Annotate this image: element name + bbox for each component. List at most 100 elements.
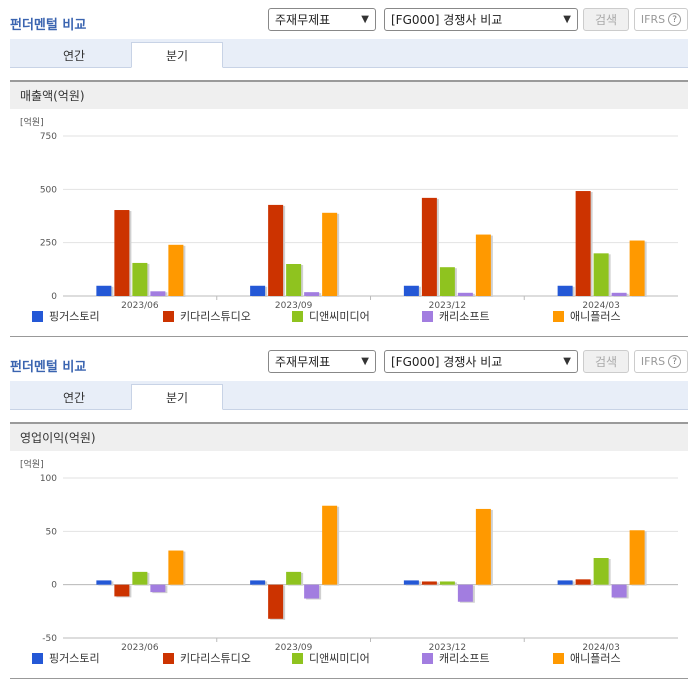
legend-label: 애니플러스: [570, 310, 621, 323]
bar: [114, 210, 130, 296]
legend-label: 캐리소프트: [439, 652, 490, 665]
section-title: 영업이익(억원): [10, 422, 688, 451]
legend-swatch: [553, 311, 564, 322]
chevron-down-icon: ▼: [361, 356, 369, 367]
bar: [286, 264, 302, 296]
x-tick-label: 2023/06: [121, 643, 159, 653]
bar: [96, 580, 112, 585]
bar: [575, 191, 591, 296]
section-title: 매출액(억원): [10, 80, 688, 109]
ifrs-button[interactable]: IFRS?: [634, 350, 688, 373]
legend-swatch: [553, 653, 564, 664]
ifrs-button[interactable]: IFRS?: [634, 8, 688, 31]
panel-title: 펀더멘털 비교: [10, 360, 87, 375]
tab-quarter[interactable]: 분기: [131, 42, 223, 68]
bar: [629, 530, 645, 585]
statement-select-value: 주재무제표: [275, 13, 331, 27]
bar: [96, 285, 112, 296]
operating-profit-panel: 펀더멘털 비교 주재무제표 ▼ [FG000] 경쟁사 비교 ▼ 검색 IFRS? …: [0, 342, 696, 684]
bar: [457, 584, 473, 602]
x-tick-label: 2023/06: [121, 301, 159, 311]
period-tabs: 연간 분기: [10, 39, 688, 68]
compare-select[interactable]: [FG000] 경쟁사 비교 ▼: [384, 350, 578, 373]
operating-profit-chart: [억원] -50 0 50 100 2023/06 2023/09 2023/12 2024/0…: [20, 458, 678, 665]
y-tick-label: 50: [46, 527, 58, 537]
bar: [114, 584, 130, 597]
legend-label: 키다리스튜디오: [180, 310, 251, 323]
bar: [557, 285, 573, 296]
legend-swatch: [422, 653, 433, 664]
bar: [457, 292, 473, 296]
help-icon[interactable]: ?: [668, 355, 682, 368]
search-button[interactable]: 검색: [583, 350, 629, 373]
bar: [168, 244, 184, 296]
statement-select-value: 주재무제표: [275, 355, 331, 369]
search-button[interactable]: 검색: [583, 8, 629, 31]
legend-label: 디앤씨미디어: [309, 652, 370, 665]
x-tick-label: 2024/03: [582, 301, 619, 311]
legend-swatch: [163, 653, 174, 664]
bar: [611, 584, 627, 598]
legend-label: 디앤씨미디어: [309, 310, 370, 323]
legend-label: 애니플러스: [570, 652, 621, 665]
compare-select-value: [FG000] 경쟁사 비교: [391, 13, 503, 27]
bar: [421, 197, 437, 296]
legend-swatch: [422, 311, 433, 322]
compare-select[interactable]: [FG000] 경쟁사 비교 ▼: [384, 8, 578, 31]
legend-swatch: [292, 311, 303, 322]
panel-title: 펀더멘털 비교: [10, 18, 87, 33]
bar: [439, 267, 455, 296]
revenue-chart: [억원] 0 250 500 750 2023/06 2023/09 2023/12 2024/…: [20, 116, 678, 323]
revenue-panel: 펀더멘털 비교 주재무제표 ▼ [FG000] 경쟁사 비교 ▼ 검색 IFRS? …: [10, 8, 688, 323]
divider: [10, 678, 688, 679]
compare-select-value: [FG000] 경쟁사 비교: [391, 355, 503, 369]
bar: [150, 584, 166, 593]
ifrs-label: IFRS: [640, 355, 666, 368]
x-tick-label: 2023/09: [275, 301, 313, 311]
divider: [10, 336, 688, 337]
y-tick-label: 0: [51, 581, 57, 591]
bar: [557, 580, 573, 585]
x-tick-label: 2023/09: [275, 643, 313, 653]
tab-annual[interactable]: 연간: [62, 390, 86, 405]
chevron-down-icon: ▼: [563, 356, 571, 367]
bar: [421, 581, 437, 585]
bar: [150, 291, 166, 296]
chevron-down-icon: ▼: [563, 14, 571, 25]
bar: [132, 571, 148, 585]
bar: [286, 571, 302, 585]
bar: [593, 558, 609, 585]
y-tick-label: 0: [51, 292, 57, 302]
y-tick-label: 250: [40, 239, 57, 249]
legend-label: 핑거스토리: [49, 652, 100, 665]
bar: [322, 505, 338, 585]
period-tabs: 연간 분기: [10, 381, 688, 410]
help-icon[interactable]: ?: [668, 13, 682, 26]
bar: [268, 204, 284, 296]
bar: [304, 584, 320, 599]
y-tick-label: 100: [40, 474, 57, 484]
y-tick-label: 750: [40, 132, 57, 142]
bar: [575, 579, 591, 585]
statement-select[interactable]: 주재무제표 ▼: [268, 8, 376, 31]
bar: [629, 240, 645, 296]
statement-select[interactable]: 주재무제표 ▼: [268, 350, 376, 373]
legend-swatch: [163, 311, 174, 322]
y-tick-label: -50: [42, 634, 57, 644]
bar: [322, 212, 338, 296]
tab-annual[interactable]: 연간: [62, 48, 86, 63]
x-tick-label: 2023/12: [429, 301, 466, 311]
unit-label: [억원]: [20, 116, 44, 128]
legend-label: 키다리스튜디오: [180, 652, 251, 665]
ifrs-label: IFRS: [640, 13, 666, 26]
bar: [304, 292, 320, 296]
legend-label: 핑거스토리: [49, 310, 100, 323]
chevron-down-icon: ▼: [361, 14, 369, 25]
bar: [439, 581, 455, 585]
legend-swatch: [32, 653, 43, 664]
tab-quarter[interactable]: 분기: [131, 384, 223, 410]
bar: [168, 550, 184, 585]
bar: [403, 580, 419, 585]
legend-swatch: [32, 311, 43, 322]
unit-label: [억원]: [20, 458, 44, 470]
